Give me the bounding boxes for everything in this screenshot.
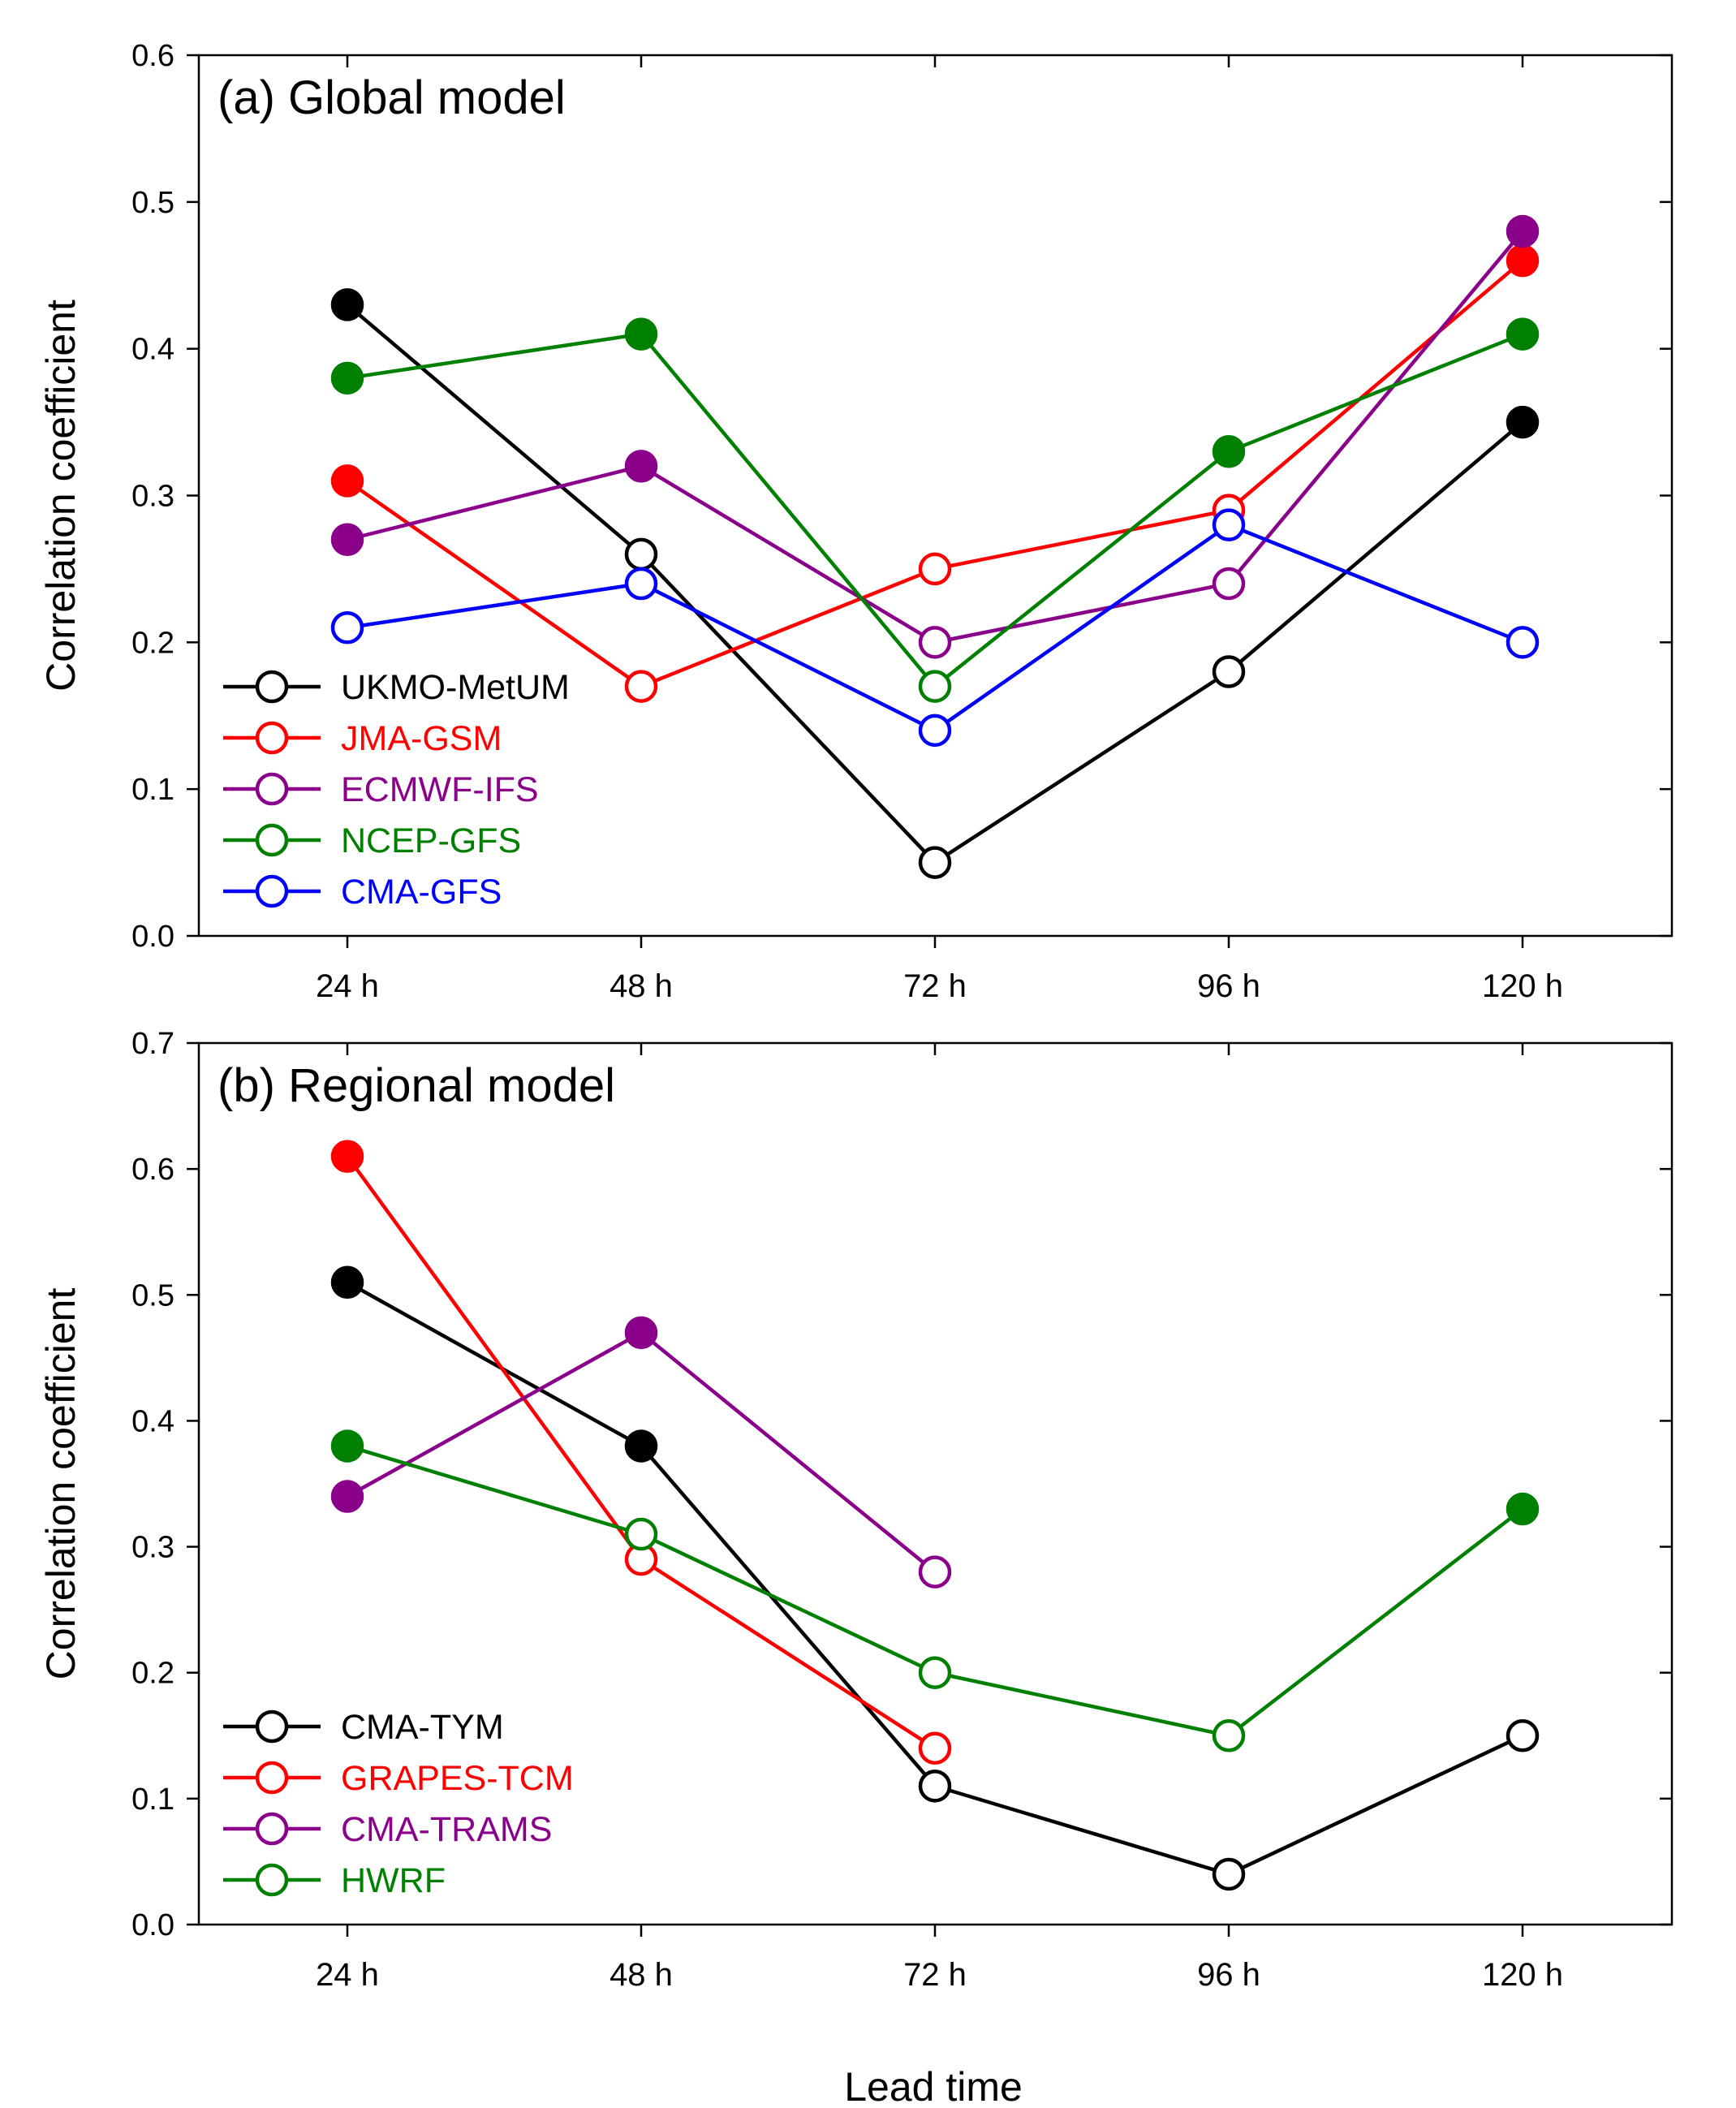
series-line-hwrf <box>347 1444 1524 1738</box>
data-point-ukmo-metum <box>1506 405 1540 439</box>
data-point-cma-gfs <box>918 713 952 748</box>
data-point-cma-tym <box>624 1429 658 1463</box>
x-tick-label: 72 h <box>903 968 967 1004</box>
data-point-ncep-gfs <box>624 317 658 351</box>
data-point-ecmwf-ifs <box>1212 567 1246 601</box>
legend-marker-ukmo-metum <box>255 670 289 704</box>
y-tick-label: 0.2 <box>131 626 174 660</box>
data-point-cma-tym <box>1506 1719 1540 1752</box>
data-point-hwrf <box>330 1429 364 1463</box>
data-point-grapes-tcm <box>330 1140 364 1173</box>
y-tick-label: 0.4 <box>131 1404 174 1438</box>
data-point-hwrf <box>1212 1719 1246 1752</box>
data-point-ecmwf-ifs <box>1506 214 1540 248</box>
x-tick-label: 48 h <box>610 1957 673 1993</box>
y-tick-label: 0.4 <box>131 333 174 367</box>
legend-marker-cma-trams <box>255 1812 289 1846</box>
data-point-ukmo-metum <box>1212 655 1246 688</box>
legend-marker-ncep-gfs <box>255 823 289 857</box>
y-axis-label: Correlation coefficient <box>38 1288 84 1680</box>
data-point-hwrf <box>918 1656 952 1689</box>
panel-global-model: 0.0 0.1 0.2 0.3 0.4 0.5 0.6 24 h 48 h 72 h 96 h 120… <box>38 39 1674 1004</box>
data-point-ncep-gfs <box>330 361 364 395</box>
data-point-cma-tym <box>1212 1857 1246 1891</box>
data-point-cma-trams <box>330 1480 364 1513</box>
legend-marker-jma-gsm <box>255 721 289 755</box>
legend-label-ukmo-metum: UKMO-MetUM <box>341 668 570 707</box>
data-point-jma-gsm <box>330 464 364 498</box>
x-tick-label: 120 h <box>1482 1957 1563 1993</box>
data-point-ukmo-metum <box>918 846 952 879</box>
data-point-ecmwf-ifs <box>624 450 658 483</box>
legend-marker-grapes-tcm <box>255 1761 289 1795</box>
legend-marker-hwrf <box>255 1863 289 1897</box>
data-point-ukmo-metum <box>330 288 364 321</box>
legend-label-ecmwf-ifs: ECMWF-IFS <box>341 770 539 809</box>
data-point-cma-gfs <box>624 567 658 601</box>
y-tick-label: 0.6 <box>131 39 174 73</box>
y-tick-label: 0.2 <box>131 1657 174 1691</box>
data-point-ncep-gfs <box>918 670 952 703</box>
y-tick-label: 0.5 <box>131 1278 174 1313</box>
legend-marker-ecmwf-ifs <box>255 772 289 806</box>
data-point-jma-gsm <box>918 552 952 586</box>
x-tick-label: 96 h <box>1197 1957 1260 1993</box>
data-point-hwrf <box>624 1517 658 1551</box>
y-tick-label: 0.1 <box>131 773 174 807</box>
y-tick-label: 0.0 <box>131 1908 174 1942</box>
data-point-ecmwf-ifs <box>330 523 364 556</box>
panel-title: (b) Regional model <box>218 1059 615 1112</box>
legend-label-grapes-tcm: GRAPES-TCM <box>341 1759 574 1798</box>
data-point-cma-gfs <box>1506 626 1540 659</box>
panel-regional-model: 0.0 0.1 0.2 0.3 0.4 0.5 0.6 0.7 24 h 48 h 72 h 96 h… <box>38 1027 1674 1993</box>
x-tick-label: 24 h <box>316 968 379 1004</box>
data-point-grapes-tcm <box>918 1731 952 1765</box>
y-axis-label: Correlation coefficient <box>38 300 84 692</box>
series-line-jma-gsm <box>346 259 1524 689</box>
x-tick-label: 72 h <box>903 1957 967 1993</box>
data-point-jma-gsm <box>1506 244 1540 278</box>
y-tick-label: 0.6 <box>131 1153 174 1187</box>
data-point-cma-tym <box>918 1770 952 1803</box>
y-tick-label: 0.3 <box>131 1531 174 1565</box>
data-point-cma-gfs <box>330 611 364 644</box>
legend-label-cma-gfs: CMA-GFS <box>341 873 502 912</box>
legend-label-cma-trams: CMA-TRAMS <box>341 1810 552 1849</box>
data-point-cma-gfs <box>1212 508 1246 541</box>
x-tick-label: 24 h <box>316 1957 379 1993</box>
x-tick-label: 120 h <box>1482 968 1563 1004</box>
legend-marker-cma-tym <box>255 1709 289 1744</box>
legend-label-jma-gsm: JMA-GSM <box>341 719 502 758</box>
y-tick-label: 0.7 <box>131 1027 174 1061</box>
y-tick-label: 0.3 <box>131 480 174 514</box>
data-point-jma-gsm <box>624 670 658 703</box>
x-tick-label: 48 h <box>610 968 673 1004</box>
data-point-cma-trams <box>918 1555 952 1589</box>
x-axis-label: Lead time <box>844 2064 1023 2108</box>
legend-label-ncep-gfs: NCEP-GFS <box>341 821 521 860</box>
data-point-ukmo-metum <box>624 537 658 571</box>
legend-label-cma-tym: CMA-TYM <box>341 1708 504 1747</box>
data-point-ncep-gfs <box>1506 317 1540 351</box>
legend-marker-cma-gfs <box>255 874 289 908</box>
data-point-hwrf <box>1506 1492 1540 1526</box>
data-point-ecmwf-ifs <box>918 626 952 659</box>
panel-title: (a) Global model <box>218 71 566 124</box>
y-tick-label: 0.1 <box>131 1783 174 1817</box>
data-point-ncep-gfs <box>1212 435 1246 468</box>
y-tick-label: 0.0 <box>131 920 174 954</box>
legend-label-hwrf: HWRF <box>341 1861 446 1900</box>
data-point-cma-trams <box>624 1316 658 1350</box>
data-point-cma-tym <box>330 1265 364 1300</box>
x-tick-label: 96 h <box>1197 968 1260 1004</box>
y-tick-label: 0.5 <box>131 186 174 220</box>
